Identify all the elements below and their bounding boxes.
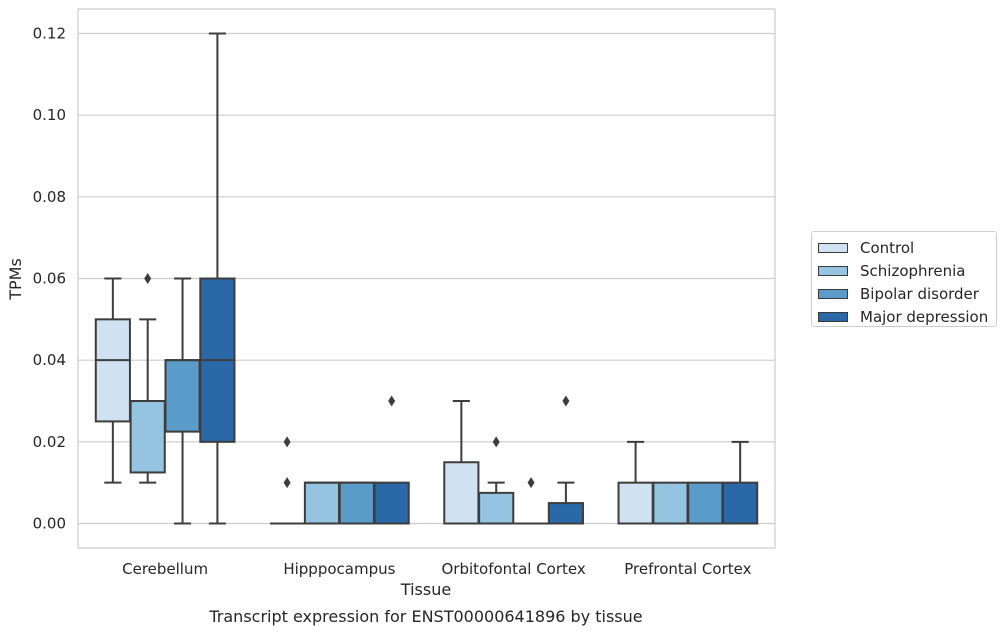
box: [164, 359, 201, 433]
series-major-depression: [199, 32, 759, 525]
box: [547, 502, 584, 525]
series-schizophrenia: [129, 273, 689, 525]
legend-swatch-control: [818, 242, 848, 253]
legend: Control Schizophrenia Bipolar disorder M…: [811, 231, 997, 327]
legend-label-bipolar-disorder: Bipolar disorder: [860, 284, 979, 303]
legend-item-schizophrenia: Schizophrenia: [818, 259, 990, 282]
box: [129, 400, 166, 474]
y-tick-label: 0.06: [33, 270, 66, 288]
box: [373, 481, 410, 525]
box: [617, 481, 654, 525]
legend-swatch-bipolar-disorder: [818, 288, 848, 299]
y-tick-label: 0.08: [33, 188, 66, 206]
y-tick-label: 0.12: [33, 25, 66, 43]
y-axis: 0.00 0.02 0.04 0.06 0.08 0.10 0.12: [33, 25, 66, 533]
legend-item-control: Control: [818, 236, 990, 259]
y-axis-label: TPMs: [6, 258, 25, 301]
box: [652, 481, 689, 525]
outlier-point: [388, 395, 396, 407]
y-tick-label: 0.04: [33, 351, 66, 369]
x-tick-label: Orbitofontal Cortex: [442, 560, 586, 578]
box: [94, 318, 131, 423]
outlier-point: [527, 477, 535, 489]
box: [303, 481, 341, 525]
box: [687, 481, 724, 525]
outlier-point: [283, 477, 291, 489]
y-tick-label: 0.10: [33, 106, 66, 124]
outlier-point: [562, 395, 570, 407]
x-axis-label: Tissue: [400, 580, 451, 599]
box: [722, 481, 759, 525]
chart-title: Transcript expression for ENST0000064189…: [208, 607, 642, 626]
x-tick-label: Prefrontal Cortex: [624, 560, 751, 578]
box: [338, 481, 375, 525]
x-tick-label: Hipppocampus: [283, 560, 395, 578]
outlier-point: [492, 436, 500, 448]
x-axis: Cerebellum Hipppocampus Orbitofontal Corte…: [122, 560, 751, 578]
box: [443, 461, 480, 525]
y-tick-label: 0.02: [33, 433, 66, 451]
box-series: [94, 32, 759, 525]
x-tick-label: Cerebellum: [122, 560, 208, 578]
legend-swatch-schizophrenia: [818, 265, 848, 276]
box: [478, 491, 515, 525]
legend-label-control: Control: [860, 238, 915, 257]
legend-label-major-depression: Major depression: [860, 307, 989, 326]
outlier-point: [144, 273, 152, 284]
outlier-point: [283, 436, 291, 448]
y-tick-label: 0.00: [33, 515, 66, 533]
legend-item-bipolar-disorder: Bipolar disorder: [818, 282, 990, 305]
legend-label-schizophrenia: Schizophrenia: [860, 261, 966, 280]
legend-item-major-depression: Major depression: [818, 305, 990, 328]
series-control: [94, 277, 654, 525]
legend-swatch-major-depression: [818, 311, 848, 322]
series-bipolar-disorder: [164, 277, 724, 525]
